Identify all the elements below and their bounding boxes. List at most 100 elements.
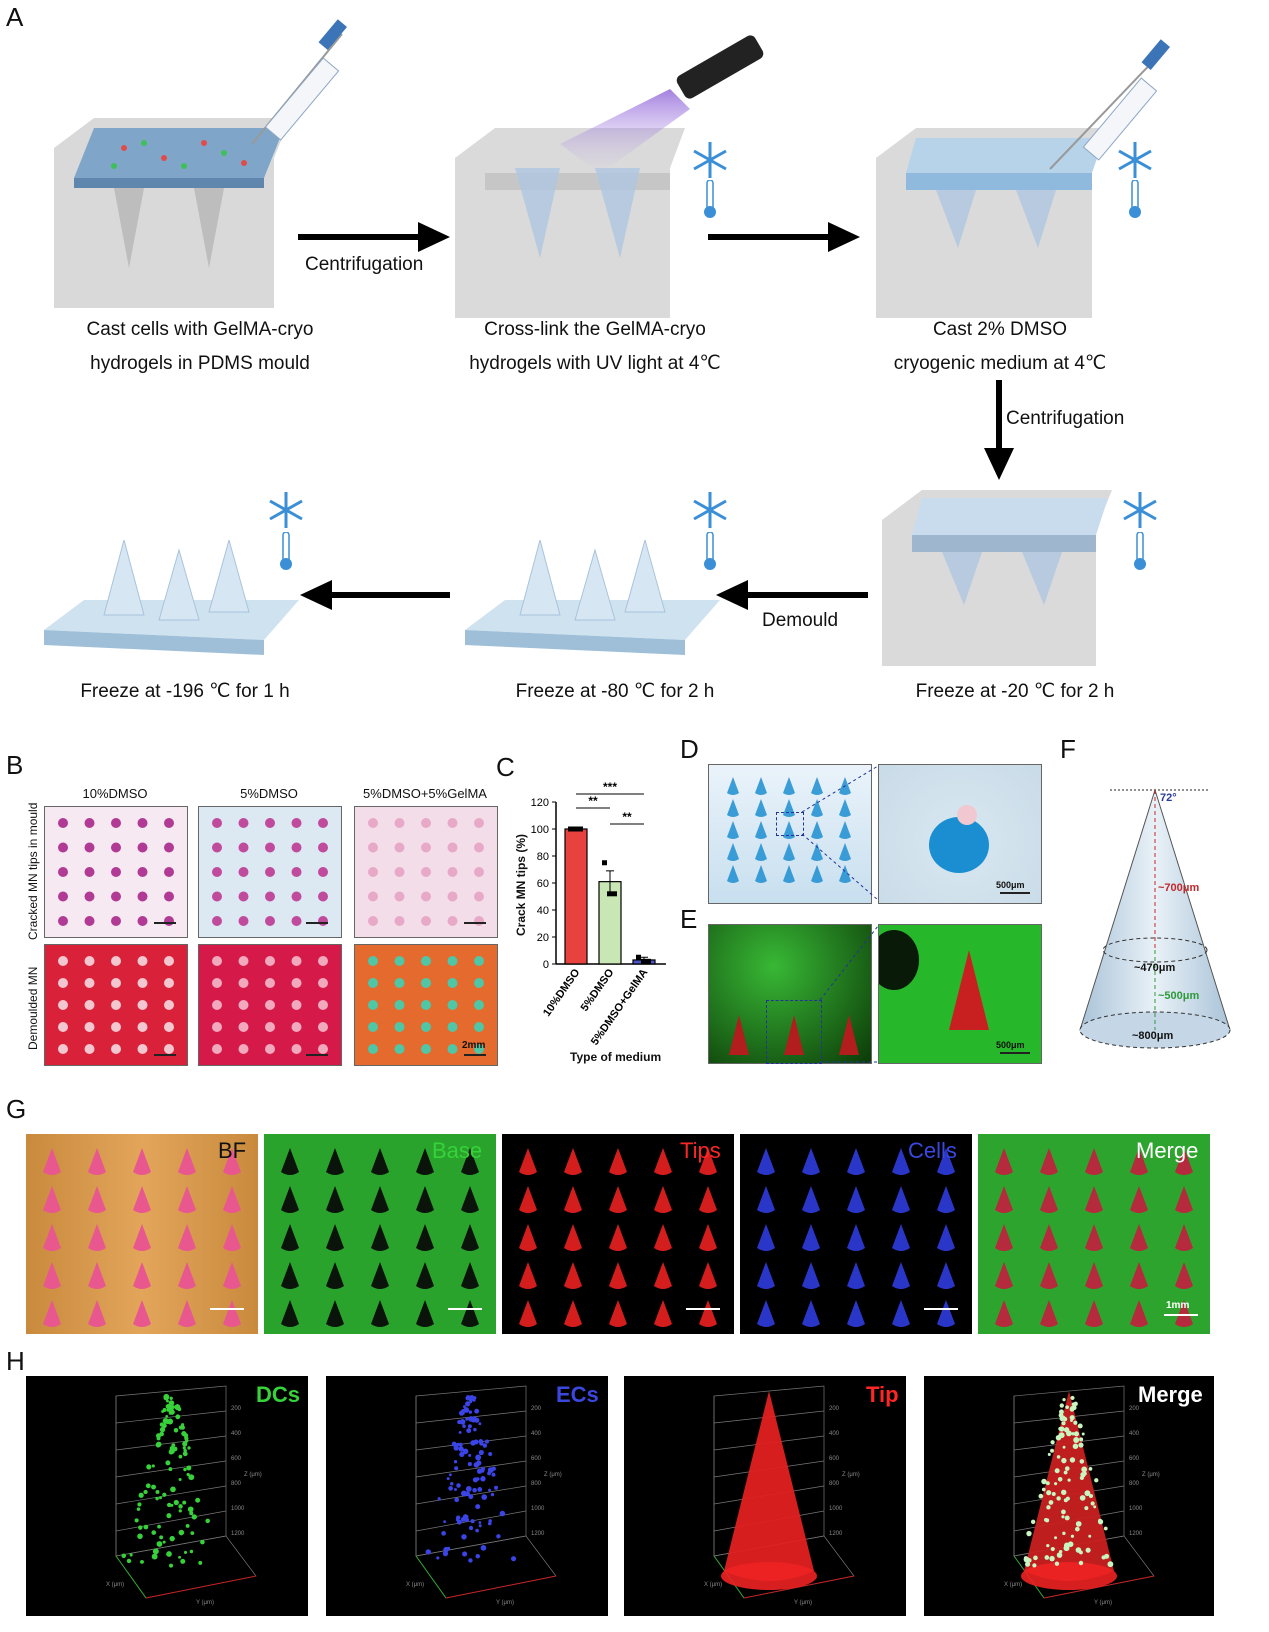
microneedle-mark — [1040, 1186, 1058, 1213]
microneedle-mark — [326, 1186, 344, 1213]
microneedle-mark — [281, 1224, 299, 1251]
z-tick-label: 400 — [531, 1431, 542, 1437]
cell-point — [121, 1554, 126, 1559]
height-red-label: ~700μm — [1158, 882, 1199, 894]
cell-point — [476, 1477, 479, 1480]
dot-mark — [111, 892, 121, 902]
dot-mark — [474, 892, 484, 902]
uv-light-icon — [560, 34, 770, 174]
cell-point — [492, 1473, 496, 1477]
dot-mark — [85, 956, 95, 966]
cell-point — [1065, 1405, 1069, 1409]
cell-point — [1065, 1466, 1070, 1471]
microneedle-mark — [1130, 1262, 1148, 1289]
cell-point — [459, 1431, 462, 1434]
microneedle-mark — [88, 1186, 106, 1213]
cell-point — [1042, 1488, 1046, 1492]
cell-point — [488, 1489, 491, 1492]
dot-mark — [395, 916, 405, 926]
cell-point — [443, 1551, 448, 1556]
cell-point — [426, 1549, 431, 1554]
cell-point — [479, 1450, 484, 1455]
z-tick-label: 200 — [829, 1406, 840, 1412]
microneedle-mark — [699, 1186, 717, 1213]
dot-mark — [239, 892, 249, 902]
cell-point — [137, 1507, 141, 1511]
cell-point — [474, 1462, 480, 1468]
dot-mark — [265, 818, 275, 828]
microneedle-mark — [416, 1300, 434, 1327]
scale-bar — [1000, 1052, 1030, 1054]
microneedle-mark — [654, 1186, 672, 1213]
x-axis-label: X (μm) — [406, 1582, 424, 1588]
microneedle-mark — [783, 777, 795, 795]
microneedle-mark — [654, 1300, 672, 1327]
microneedle-mark — [847, 1224, 865, 1251]
dot-mark — [138, 956, 148, 966]
cell-point — [1055, 1562, 1059, 1566]
dot-mark — [85, 843, 95, 853]
image-cracked-5dmso-gelma — [354, 806, 498, 938]
image-h-merge: 200 400 600 800 1000 1200 Z (μm) X (μm) Y (μm) — [924, 1376, 1214, 1616]
dot-mark — [58, 843, 68, 853]
cell-point — [162, 1493, 166, 1497]
dot-mark — [138, 916, 148, 926]
cell-point — [438, 1497, 441, 1500]
z-tick-label: 600 — [1129, 1456, 1140, 1462]
cell-point — [200, 1540, 205, 1545]
cell-point — [1026, 1531, 1031, 1536]
microneedle-mark — [699, 1224, 717, 1251]
dot-mark — [111, 818, 121, 828]
cell-point — [192, 1514, 197, 1519]
snowflake-icon — [690, 490, 730, 530]
microneedle-mark — [755, 865, 767, 883]
snowflake-icon — [266, 490, 306, 530]
image-g-tips — [502, 1134, 734, 1334]
microneedle-mark — [609, 1300, 627, 1327]
dot-mark — [265, 956, 275, 966]
cell-point — [190, 1531, 194, 1535]
dot-mark — [265, 843, 275, 853]
dot-mark — [318, 956, 328, 966]
dot-mark — [474, 1000, 484, 1010]
cell-point — [494, 1486, 498, 1490]
zoom-lines — [818, 924, 880, 1064]
cell-point — [186, 1524, 190, 1528]
cell-point — [181, 1425, 185, 1429]
cell-point — [480, 1476, 485, 1481]
cell-point — [1073, 1421, 1077, 1425]
microneedle-mark — [564, 1262, 582, 1289]
cell-point — [163, 1408, 167, 1412]
scale-bar — [154, 1054, 176, 1056]
channel-label-merge-h: Merge — [1138, 1382, 1203, 1408]
dot-mark — [164, 978, 174, 988]
cell-point — [153, 1548, 159, 1554]
dot-mark — [111, 916, 121, 926]
cell-point — [1065, 1515, 1070, 1520]
dot-mark — [474, 956, 484, 966]
dot-mark — [212, 956, 222, 966]
cell-point — [1064, 1471, 1068, 1475]
y-axis-label: Y (μm) — [794, 1600, 812, 1606]
dot-mark — [292, 892, 302, 902]
z-tick-label: 1200 — [1129, 1531, 1143, 1537]
z-tick-label: 1000 — [1129, 1506, 1143, 1512]
dot-mark — [58, 978, 68, 988]
cell-point — [143, 1490, 147, 1494]
microneedle-mark — [783, 865, 795, 883]
axis-box — [416, 1386, 556, 1598]
microneedle-mark — [88, 1262, 106, 1289]
cell-point — [152, 1464, 155, 1467]
microneedle-mark — [757, 1148, 775, 1175]
cell-point — [177, 1407, 181, 1411]
microneedle-mark — [892, 1300, 910, 1327]
cell-point — [1063, 1417, 1067, 1421]
microneedle-mark — [937, 1262, 955, 1289]
microneedle-mark — [1085, 1224, 1103, 1251]
dot-mark — [212, 916, 222, 926]
microneedle-mark — [727, 799, 739, 817]
dot-mark — [421, 818, 431, 828]
microneedle-patch-step6 — [44, 540, 299, 665]
scale-bar — [924, 1308, 958, 1310]
dot-mark — [448, 843, 458, 853]
